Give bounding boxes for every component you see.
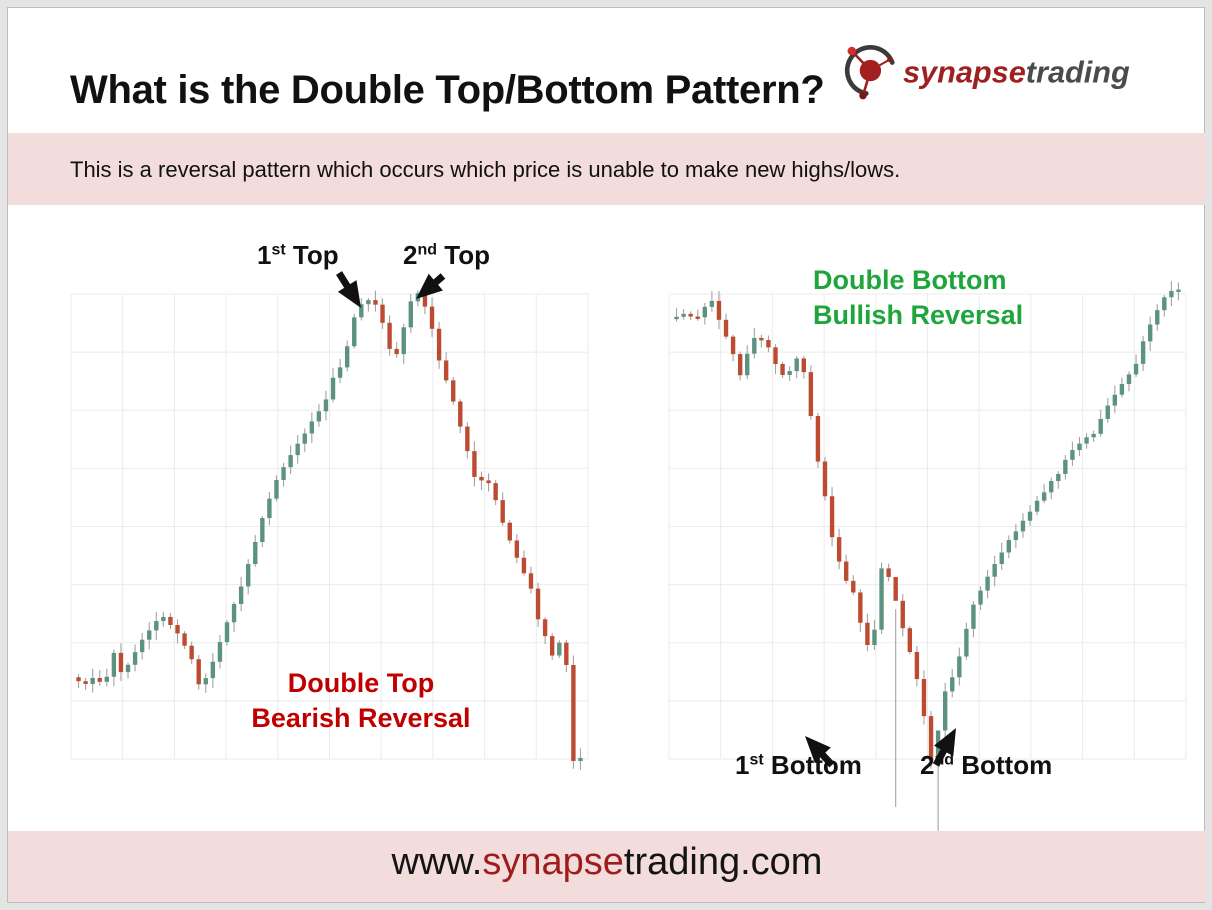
- svg-text:synapsetrading: synapsetrading: [903, 55, 1130, 90]
